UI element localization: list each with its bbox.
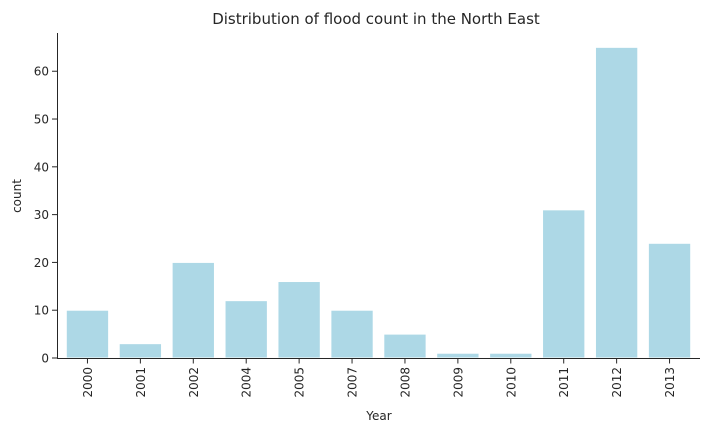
bar-2000 xyxy=(65,309,110,359)
y-tick-label-40: 40 xyxy=(34,160,49,174)
bar-2010 xyxy=(489,352,533,359)
bar-2013 xyxy=(647,242,692,359)
y-tick-label-20: 20 xyxy=(34,256,49,270)
x-tick-label-2013: 2013 xyxy=(663,367,677,398)
y-tick-label-50: 50 xyxy=(34,113,49,127)
x-axis-label: Year xyxy=(365,409,391,423)
bar-2004 xyxy=(224,300,268,359)
bar-2001 xyxy=(118,343,163,359)
x-tick-label-2007: 2007 xyxy=(346,367,360,398)
x-tick-label-2008: 2008 xyxy=(398,367,412,398)
x-tick-label-2001: 2001 xyxy=(134,367,148,398)
bar-2005 xyxy=(277,281,321,359)
y-tick-label-30: 30 xyxy=(34,208,49,222)
x-tick-label-2009: 2009 xyxy=(451,367,465,398)
x-tick-label-2002: 2002 xyxy=(187,367,201,398)
y-tick-label-10: 10 xyxy=(34,304,49,318)
bar-2009 xyxy=(436,352,480,359)
bar-2008 xyxy=(383,333,427,359)
x-tick-label-2012: 2012 xyxy=(610,367,624,398)
x-tick-label-2010: 2010 xyxy=(504,367,518,398)
bar-2012 xyxy=(594,46,639,359)
x-tick-label-2000: 2000 xyxy=(81,367,95,398)
y-axis-label: count xyxy=(10,179,24,213)
bar-2007 xyxy=(330,309,374,359)
chart-title: Distribution of flood count in the North… xyxy=(212,10,540,28)
y-axis: 0 10 20 30 40 50 60 xyxy=(34,65,57,366)
bars-group xyxy=(65,46,692,359)
x-tick-label-2004: 2004 xyxy=(240,367,254,398)
y-tick-label-60: 60 xyxy=(34,65,49,79)
x-axis: 2000 2001 2002 2004 2005 2007 2008 2009 2010 2011… xyxy=(81,358,677,398)
y-tick-label-0: 0 xyxy=(41,352,49,366)
x-tick-label-2011: 2011 xyxy=(557,367,571,398)
x-tick-label-2005: 2005 xyxy=(293,367,307,398)
bar-2002 xyxy=(171,261,215,359)
bar-2011 xyxy=(542,209,586,359)
